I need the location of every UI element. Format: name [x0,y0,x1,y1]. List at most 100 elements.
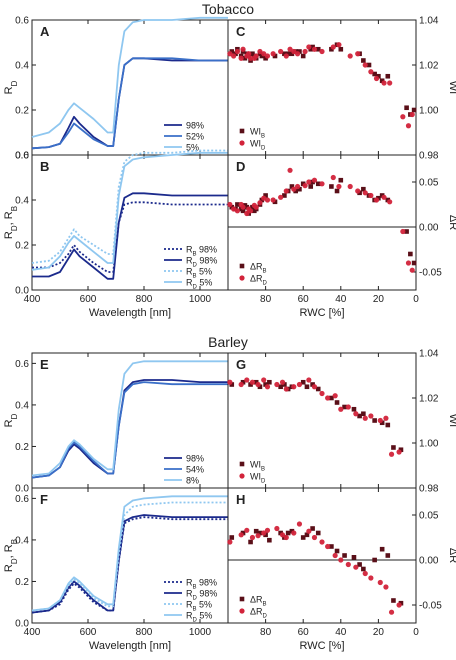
data-point [383,415,389,421]
y-tick-label: 0.05 [419,511,439,522]
data-point [279,532,286,538]
data-point [411,260,417,266]
data-point [246,51,252,57]
data-point [259,53,265,59]
data-point [261,51,267,57]
data-point [257,530,263,536]
data-point [248,382,253,387]
data-point [319,539,325,545]
data-point [248,539,253,545]
y-tick-label: 1.04 [419,349,439,360]
data-point [361,411,366,417]
legend-label: RD 5% [186,278,212,291]
data-point [329,395,334,401]
legend-label: 98% [186,454,204,464]
data-point [272,199,278,205]
y-axis-label: RD, RB [3,539,19,572]
data-point [229,535,235,540]
x-tick-label: 80 [260,627,272,638]
data-point [257,200,263,206]
data-point [297,49,302,54]
y-axis-label: RD [3,80,19,94]
data-point [336,42,342,48]
data-point [372,557,377,563]
data-point [249,534,256,541]
data-point [315,46,321,52]
data-point [408,251,413,257]
data-point [315,530,321,536]
data-point [338,557,344,563]
data-point [400,114,406,120]
data-point [325,395,331,401]
data-point [306,377,312,383]
data-point [302,183,308,189]
data-point [338,177,344,183]
data-point [234,208,240,214]
x-tick-label: 800 [136,294,153,305]
data-point [330,44,336,50]
data-point [282,382,287,387]
y-tick-label: 1.04 [419,16,439,27]
x-tick-label: 80 [260,294,272,305]
panel-b: B 400 600 800 1000 0.0 0.2 0.4 0.6 Wavelength [nm… [3,149,229,319]
y-tick-label: 0.05 [419,178,439,189]
data-point [368,69,374,75]
panel-f: F 400 600 800 1000 0.0 0.2 0.4 0.6 Wavelength [nm… [3,487,229,652]
data-point [257,384,263,390]
legend-swatch [239,461,245,467]
legend-swatch [239,140,245,146]
data-point [285,51,291,57]
data-point [300,181,306,187]
x-axis-label: RWC [%] [299,640,344,652]
data-point [227,201,233,208]
data-point [409,111,415,118]
x-tick-label: 400 [24,294,41,305]
legend-label: RD 98% [186,256,217,269]
data-point [300,535,306,540]
legend-label: 98% [186,121,204,131]
data-point [351,555,357,560]
data-point [319,181,325,187]
data-point [362,415,368,421]
data-point [227,379,233,385]
data-point [278,530,283,536]
data-point [233,51,238,57]
x-tick-label: 600 [80,627,97,638]
data-point [247,208,254,214]
y-tick-label: -0.05 [419,268,442,279]
data-point [330,174,336,181]
data-point [283,534,289,541]
legend-swatch [239,275,245,281]
data-point [361,186,366,192]
data-point [338,406,344,412]
data-point [240,204,246,210]
x-tick-label: 400 [24,627,41,638]
data-point [377,417,383,424]
x-tick-label: 0 [413,627,419,638]
panel-a: A 0.0 0.2 0.4 0.6 RD 98%52%5% [3,16,229,162]
data-point [387,80,393,86]
y-tick-label: 0.4 [15,196,29,207]
data-point [274,381,280,388]
data-point [306,528,312,534]
data-point [263,55,268,61]
data-point [278,384,283,390]
data-point [391,445,396,450]
data-point [325,543,331,550]
data-point [347,183,353,190]
data-point [338,46,344,52]
data-point [362,190,368,196]
legend-label: 54% [186,465,204,475]
data-point [272,53,278,59]
data-point [261,377,267,383]
data-point [294,51,301,57]
legend-label: ΔRD [250,607,268,620]
data-point [289,51,295,57]
data-point [270,197,276,203]
data-point [291,530,297,536]
data-point [334,188,340,194]
y-axis-label: RD, RB [3,206,19,239]
